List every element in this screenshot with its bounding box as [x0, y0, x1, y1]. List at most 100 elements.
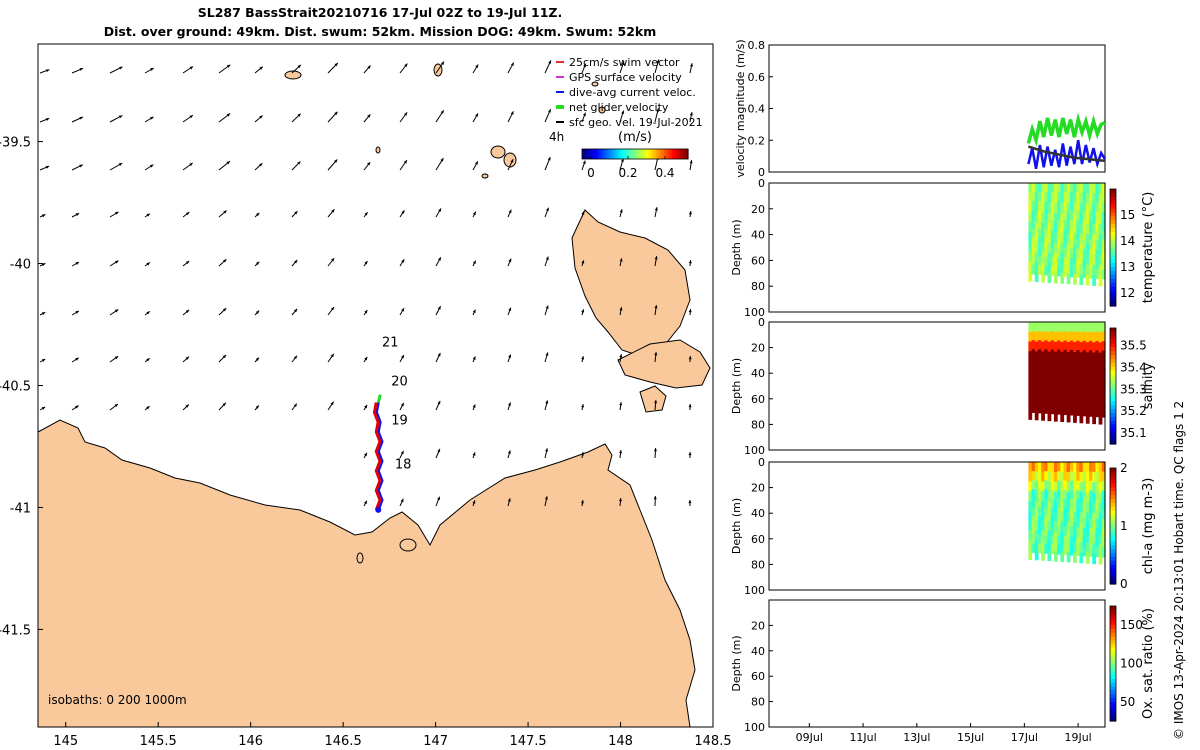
legend-colorbar-tick-0: 0	[587, 166, 595, 180]
map-x-tick-6: 148	[608, 734, 633, 749]
chart-title-line-1: SL287 BassStrait20210716 17-Jul 02Z to 1…	[197, 5, 563, 20]
colorbar-tick-3-0: 0	[1120, 577, 1128, 591]
legend-colorbar	[581, 148, 689, 160]
map-x-tick-2: 146	[238, 734, 263, 749]
colorbar-tick-2-0: 35.1	[1120, 426, 1147, 440]
depth-y-tick-2-3: 60	[751, 393, 765, 406]
colorbar-4	[1109, 605, 1117, 722]
depth-y-tick-1-2: 40	[751, 229, 765, 242]
depth-ylabel-3: Depth (m)	[730, 498, 743, 554]
depth-y-tick-4-3: 80	[751, 696, 765, 709]
colorbar-tick-2-4: 35.5	[1120, 339, 1147, 353]
map-x-tick-7: 148.5	[694, 734, 731, 749]
map-y-tick-1: -40	[10, 258, 31, 273]
velocity-y-tick-3: 0.6	[748, 71, 766, 84]
map-y-tick-2: -40.5	[0, 380, 31, 395]
day-label-0: 21	[382, 335, 399, 350]
islet-9	[356, 552, 364, 564]
colorbar-tick-1-2: 14	[1120, 234, 1135, 248]
depth-y-tick-4-4: 100	[744, 721, 765, 734]
depth-y-tick-2-4: 80	[751, 418, 765, 431]
isobaths-label: isobaths: 0 200 1000m	[48, 693, 187, 707]
velocity-y-tick-1: 0.2	[748, 134, 766, 147]
track-swim-vector	[372, 402, 382, 511]
depth-y-tick-2-1: 20	[751, 342, 765, 355]
islet-4	[481, 173, 489, 179]
velocity-y-tick-4: 0.8	[748, 39, 766, 52]
map-x-tick-1: 145.5	[140, 734, 177, 749]
islet-6	[598, 106, 606, 114]
colorbar-label-3: chl-a (mg m-3)	[1141, 478, 1156, 575]
velocity-ylabel: velocity magnitude (m/s)	[734, 39, 747, 177]
colorbar-tick-1-3: 15	[1120, 208, 1135, 222]
depth-y-tick-3-3: 60	[751, 533, 765, 546]
time-x-tick-1: 11Jul	[849, 731, 876, 744]
legend-colorbar-tick-1: 0.2	[618, 166, 637, 180]
colorbar-tick-2-3: 35.4	[1120, 360, 1147, 374]
depth-y-tick-3-5: 100	[744, 584, 765, 597]
velocity-series-0	[1026, 112, 1106, 147]
depth-y-tick-3-1: 20	[751, 482, 765, 495]
day-label-2: 19	[391, 414, 408, 429]
map-x-tick-4: 147	[423, 734, 448, 749]
legend-entry-2: dive-avg current veloc.	[569, 86, 696, 99]
depth-y-tick-1-0: 0	[758, 177, 765, 190]
velocity-y-tick-0: 0	[758, 166, 765, 179]
colorbar-2	[1109, 327, 1117, 445]
depth-y-tick-3-4: 80	[751, 558, 765, 571]
depth-y-tick-1-3: 60	[751, 254, 765, 267]
depth-ylabel-2: Depth (m)	[730, 358, 743, 414]
depth-y-tick-1-5: 100	[744, 306, 765, 319]
islet-5	[591, 81, 599, 87]
copyright-note: © IMOS 13-Apr-2024 20:13:01 Hobart time.…	[1172, 400, 1186, 740]
legend-entry-0: 25cm/s swim vector	[569, 56, 680, 69]
islet-7	[375, 146, 381, 154]
colorbar-tick-4-0: 50	[1120, 695, 1135, 709]
tasmania-land	[38, 419, 696, 727]
islet-8	[399, 538, 417, 552]
depth-y-tick-1-1: 20	[751, 203, 765, 216]
legend-entry-1: GPS surface velocity	[569, 71, 682, 84]
velocity-y-tick-2: 0.4	[748, 103, 766, 116]
depth-y-tick-4-2: 60	[751, 670, 765, 683]
time-x-tick-5: 19Jul	[1064, 731, 1091, 744]
clarke-island	[639, 385, 667, 413]
chart-title-line-2: Dist. over ground: 49km. Dist. swum: 52k…	[103, 24, 657, 39]
map-x-tick-0: 145	[53, 734, 78, 749]
depth-y-tick-2-5: 100	[744, 444, 765, 457]
map-area: 21 20 19 18 25cm/s swim vector GPS surface ve…	[38, 44, 713, 727]
depth-y-tick-3-2: 40	[751, 507, 765, 520]
velocity-series-1	[1027, 140, 1107, 170]
colorbar-label-2: salinity	[1141, 362, 1156, 409]
track-dive-avg	[374, 402, 384, 511]
colorbar-tick-1-1: 13	[1120, 260, 1135, 274]
depth-y-tick-2-2: 40	[751, 367, 765, 380]
depth-panel-frame-4	[768, 599, 1106, 728]
depth-y-tick-4-1: 40	[751, 645, 765, 658]
depth-y-tick-1-4: 80	[751, 280, 765, 293]
time-x-tick-3: 15Jul	[957, 731, 984, 744]
cape-barren-island	[617, 339, 711, 389]
velocity-series-2	[1028, 145, 1106, 163]
track-start-marker	[375, 506, 382, 513]
legend-colorbar-tick-2: 0.4	[655, 166, 674, 180]
track-net-velocity	[376, 394, 382, 403]
depth-ylabel-1: Depth (m)	[730, 219, 743, 275]
flinders-island	[571, 209, 691, 357]
islet-3	[503, 152, 517, 168]
legend-colorbar-title: (m/s)	[618, 130, 652, 145]
colorbar-tick-2-1: 35.2	[1120, 404, 1147, 418]
map-y-tick-3: -41	[10, 501, 31, 516]
map-x-tick-5: 147.5	[509, 734, 546, 749]
colorbar-tick-3-2: 2	[1120, 461, 1128, 475]
legend-entry-4: sfc geo. vel. 19-Jul-2021	[569, 116, 703, 129]
map-y-tick-0: -39.5	[0, 136, 31, 151]
colorbar-label-1: temperature (°C)	[1141, 192, 1156, 304]
colorbar-tick-4-2: 150	[1120, 618, 1143, 632]
depth-y-tick-3-0: 0	[758, 456, 765, 469]
colorbar-tick-3-1: 1	[1120, 519, 1128, 533]
legend-4h-label: 4h	[549, 130, 564, 144]
legend-entry-3: net glider velocity	[569, 101, 669, 114]
current-vectors	[39, 59, 693, 507]
